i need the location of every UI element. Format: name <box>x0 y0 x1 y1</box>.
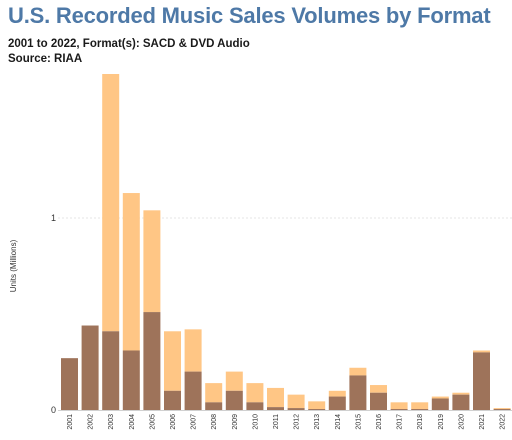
bar-segment-lower-2016[interactable] <box>370 392 387 410</box>
axis-layer: 0 1 Units (Millions) 2001 2002 2003 2004 2005 20… <box>9 213 512 430</box>
bar-layer <box>61 74 511 410</box>
bar-segment-lower-2021[interactable] <box>473 352 490 410</box>
bar-segment-upper-2019[interactable] <box>431 396 449 399</box>
x-tick-label: 2013 <box>314 414 321 430</box>
bar-segment-upper-2018[interactable] <box>411 402 429 410</box>
bar-segment-upper-2004[interactable] <box>122 193 140 351</box>
x-tick-label: 2007 <box>191 414 198 430</box>
bar-segment-lower-2013[interactable] <box>308 409 326 410</box>
bar-segment-lower-2012[interactable] <box>287 408 305 410</box>
bar-segment-lower-2017[interactable] <box>390 409 408 410</box>
bar-segment-lower-2001[interactable] <box>61 358 78 410</box>
bar-segment-upper-2013[interactable] <box>308 401 326 410</box>
bar-segment-upper-2014[interactable] <box>328 390 346 397</box>
x-tick-label: 2016 <box>376 414 383 430</box>
bar-segment-upper-2022[interactable] <box>493 408 511 410</box>
bar-segment-lower-2020[interactable] <box>452 394 470 410</box>
bar-segment-lower-2022[interactable] <box>493 409 511 410</box>
bar-segment-upper-2020[interactable] <box>452 392 470 395</box>
bar-segment-upper-2016[interactable] <box>370 385 387 393</box>
bar-segment-upper-2009[interactable] <box>225 371 243 391</box>
bar-segment-lower-2019[interactable] <box>431 398 449 410</box>
x-tick-label: 2006 <box>170 414 177 430</box>
x-tick-label: 2005 <box>149 414 156 430</box>
bar-segment-upper-2012[interactable] <box>287 394 305 409</box>
y-tick-label: 1 <box>51 213 56 223</box>
bar-segment-lower-2014[interactable] <box>328 396 346 410</box>
bar-segment-upper-2015[interactable] <box>349 367 367 376</box>
x-tick-label: 2019 <box>438 414 445 430</box>
bar-segment-upper-2005[interactable] <box>143 210 161 313</box>
bar-segment-lower-2011[interactable] <box>267 407 284 410</box>
x-tick-label: 2011 <box>273 414 280 429</box>
x-tick-label: 2008 <box>211 414 218 430</box>
chart-title: U.S. Recorded Music Sales Volumes by For… <box>8 3 491 28</box>
x-tick-label: 2018 <box>417 414 424 430</box>
x-tick-label: 2002 <box>88 414 95 430</box>
bar-segment-upper-2008[interactable] <box>205 383 223 403</box>
bar-segment-lower-2009[interactable] <box>225 390 243 410</box>
bar-segment-lower-2006[interactable] <box>164 390 181 410</box>
bar-segment-lower-2008[interactable] <box>205 402 223 410</box>
chart-source: Source: RIAA <box>8 53 83 65</box>
x-tick-label: 2009 <box>232 414 239 430</box>
x-tick-label: 2012 <box>294 414 301 430</box>
x-tick-label: 2003 <box>108 414 115 430</box>
bar-segment-upper-2010[interactable] <box>246 383 264 403</box>
bar-segment-lower-2004[interactable] <box>122 350 140 410</box>
x-tick-label: 2022 <box>500 414 507 430</box>
x-tick-label: 2020 <box>458 414 465 430</box>
x-tick-label: 2004 <box>129 414 136 430</box>
bar-segment-lower-2002[interactable] <box>81 325 99 410</box>
x-tick-label: 2014 <box>335 414 342 430</box>
bar-segment-upper-2017[interactable] <box>390 402 408 410</box>
bar-segment-upper-2021[interactable] <box>473 350 490 353</box>
chart-subtitle: 2001 to 2022, Format(s): SACD & DVD Audi… <box>8 38 250 50</box>
y-axis-title: Units (Millions) <box>9 239 18 292</box>
bar-segment-lower-2018[interactable] <box>411 409 429 410</box>
bar-segment-lower-2005[interactable] <box>143 312 161 410</box>
x-tick-label: 2017 <box>397 414 404 430</box>
bar-segment-upper-2007[interactable] <box>184 329 202 372</box>
x-tick-label: 2015 <box>355 414 362 430</box>
y-tick-label: 0 <box>51 405 56 415</box>
bar-segment-upper-2006[interactable] <box>164 331 181 391</box>
bar-segment-upper-2003[interactable] <box>102 74 120 332</box>
x-tick-label: 2010 <box>252 414 259 430</box>
bar-segment-lower-2010[interactable] <box>246 402 264 410</box>
bar-segment-lower-2007[interactable] <box>184 371 202 410</box>
bar-segment-lower-2003[interactable] <box>102 331 120 410</box>
bar-segment-lower-2015[interactable] <box>349 375 367 410</box>
x-tick-label: 2001 <box>67 414 74 430</box>
x-tick-label: 2021 <box>479 414 486 430</box>
bar-segment-upper-2011[interactable] <box>267 387 284 408</box>
